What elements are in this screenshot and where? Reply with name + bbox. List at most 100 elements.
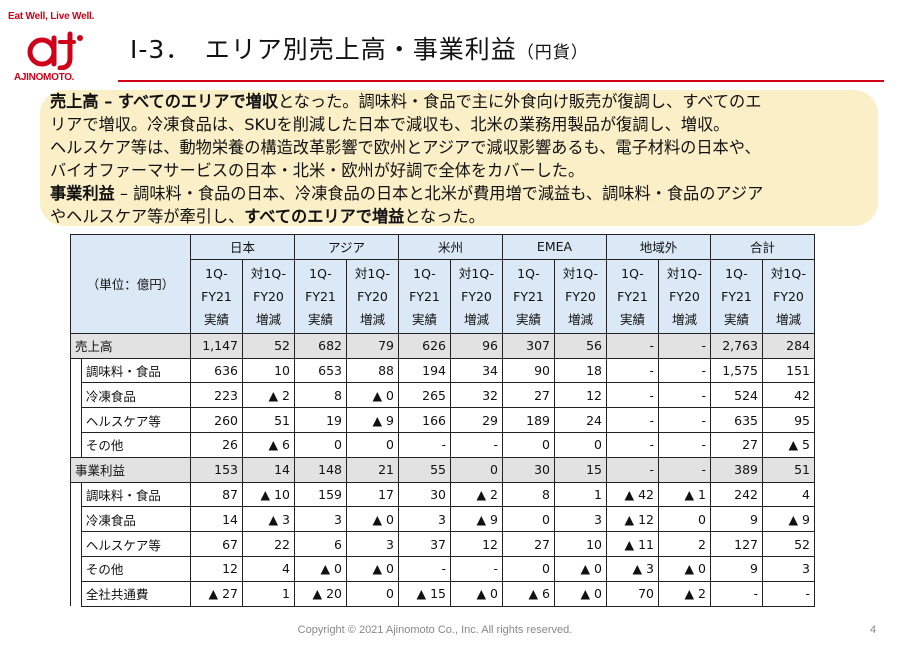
table-cell: - [606, 332, 659, 359]
table-cell: 9 [710, 506, 763, 533]
column-header-line: FY20 [357, 288, 388, 304]
table-cell: ▲ 11 [606, 531, 659, 557]
table-cell: - [658, 382, 711, 409]
table-cell: 1,147 [190, 332, 243, 359]
change-column-header: 対1Q- FY20 増減 [242, 258, 295, 334]
table-cell: 284 [762, 332, 815, 359]
table-cell: 96 [450, 332, 503, 359]
table-cell: ▲ 42 [606, 481, 659, 508]
table-cell: - [658, 456, 711, 483]
table-cell: ▲ 0 [554, 580, 607, 607]
table-cell: 55 [398, 456, 451, 483]
column-header-line: 増減 [463, 311, 489, 327]
table-cell: 9 [710, 555, 763, 582]
table-cell: 3 [294, 506, 347, 533]
table-cell: 0 [450, 456, 503, 483]
table-cell: 8 [502, 481, 555, 508]
table-cell: 12 [450, 531, 503, 557]
table-cell: ▲ 10 [242, 481, 295, 508]
table-cell: ▲ 0 [346, 555, 399, 582]
table-cell: 32 [450, 382, 503, 409]
table-cell: ▲ 0 [346, 382, 399, 409]
table-cell: 1,575 [710, 357, 763, 384]
table-cell: 636 [190, 357, 243, 384]
table-cell: 6 [294, 531, 347, 557]
table-cell: 51 [762, 456, 815, 483]
table-cell: 27 [502, 382, 555, 409]
column-header-line: 対1Q- [354, 265, 391, 281]
table-cell: - [658, 407, 711, 433]
column-header-line: 実績 [723, 311, 749, 327]
column-header-line: 1Q- [725, 265, 748, 281]
column-header-line: FY20 [669, 288, 700, 304]
column-header-line: 1Q- [621, 265, 644, 281]
column-header-line: 実績 [619, 311, 645, 327]
table-cell: ▲ 0 [294, 555, 347, 582]
region-header: 米州 [398, 234, 503, 260]
row-label: その他 [80, 555, 192, 582]
table-row: 冷凍食品 223 ▲ 2 8 ▲ 0 265 32 27 12- -524 42 [70, 382, 815, 409]
column-header-line: 実績 [307, 311, 333, 327]
row-label: 冷凍食品 [80, 506, 192, 533]
table-cell: 635 [710, 407, 763, 433]
table-cell: 265 [398, 382, 451, 409]
change-column-header: 対1Q- FY20 増減 [450, 258, 503, 334]
table-cell: 260 [190, 407, 243, 433]
table-row: ヘルスケア等 260 51 19 ▲ 9 166 29 189 24- -635 95 [70, 407, 815, 433]
column-header-line: 1Q- [413, 265, 436, 281]
column-header-line: 実績 [203, 311, 229, 327]
column-header-line: 1Q- [205, 265, 228, 281]
table-cell: 21 [346, 456, 399, 483]
table-cell: 223 [190, 382, 243, 409]
table-cell: ▲ 9 [346, 407, 399, 433]
change-column-header: 対1Q- FY20 増減 [346, 258, 399, 334]
table-cell: 0 [294, 431, 347, 458]
table-total-row: 売上高 1,147 52 682 79 626 96 307 56- -2,763 284 [70, 332, 815, 359]
ajinomoto-logo [27, 31, 83, 70]
row-label: 調味料・食品 [80, 357, 192, 384]
table-cell: 148 [294, 456, 347, 483]
summary-sales-line-4: バイオファーマサービスの日本・北米・欧州が好調で全体をカバーした。 [50, 161, 585, 180]
table-cell: - [606, 431, 659, 458]
table-cell: 8 [294, 382, 347, 409]
indent-spacer [70, 382, 82, 408]
table-cell: 19 [294, 407, 347, 433]
table-cell: 0 [658, 506, 711, 533]
column-header-line: 実績 [515, 311, 541, 327]
table-cell: 30 [502, 456, 555, 483]
table-cell: - [762, 580, 815, 607]
page-title-text: Ⅰ-3． エリア別売上高・事業利益 [130, 35, 517, 64]
row-label: 事業利益 [70, 456, 191, 483]
region-header: アジア [294, 234, 399, 260]
table-cell: 1 [242, 580, 295, 607]
table-cell: - [606, 382, 659, 409]
table-cell: 242 [710, 481, 763, 508]
row-label: ヘルスケア等 [80, 531, 192, 557]
table-cell: 10 [242, 357, 295, 384]
table-cell: ▲ 9 [762, 506, 815, 533]
table-cell: ▲ 27 [190, 580, 243, 607]
indent-spacer [70, 432, 82, 458]
table-cell: 17 [346, 481, 399, 508]
column-header-line: 対1Q- [666, 265, 703, 281]
table-cell: 22 [242, 531, 295, 557]
table-cell: 10 [554, 531, 607, 557]
table-cell: ▲ 1 [658, 481, 711, 508]
table-cell: 0 [502, 555, 555, 582]
column-header-line: 1Q- [517, 265, 540, 281]
table-cell: ▲ 0 [554, 555, 607, 582]
row-label: ヘルスケア等 [80, 407, 192, 433]
column-header-row: 1Q- FY21 実績 対1Q- FY20 増減 1Q- FY21 実績 対1Q- FY20 増減 1Q… [71, 258, 815, 334]
table-cell: 2 [658, 531, 711, 557]
table-cell: ▲ 6 [242, 431, 295, 458]
table-total-row: 事業利益 153 14 148 21 55 0 30 15- -389 51 [70, 456, 815, 483]
table-cell: 30 [398, 481, 451, 508]
table-cell: 653 [294, 357, 347, 384]
table-cell: ▲ 5 [762, 431, 815, 458]
table-cell: - [606, 407, 659, 433]
column-header-line: FY21 [201, 288, 232, 304]
region-header: 地域外 [606, 234, 711, 260]
table-cell: - [606, 456, 659, 483]
row-label: 冷凍食品 [80, 382, 192, 409]
region-header: EMEA [502, 234, 607, 260]
